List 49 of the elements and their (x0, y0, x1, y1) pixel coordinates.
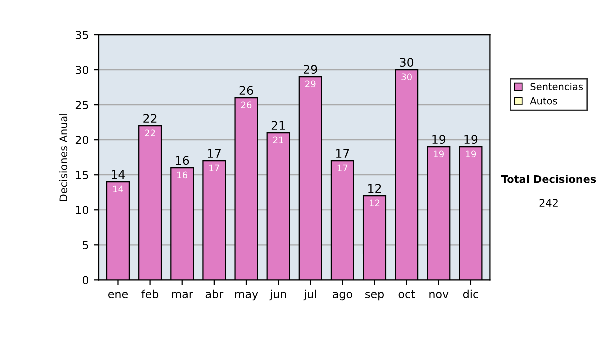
x-tick-label: dic (463, 290, 478, 298)
total-label: 30 (400, 58, 414, 68)
legend-label: Sentencias (530, 82, 584, 91)
total-label: 19 (432, 135, 446, 144)
x-tick-label: oct (398, 290, 416, 298)
y-tick-label: 10 (76, 206, 89, 214)
data-label: 17 (338, 164, 348, 172)
text: Total Decisiones (501, 175, 596, 184)
y-tick-label: 0 (82, 276, 89, 285)
data-label: 30 (402, 74, 412, 81)
total-label: 17 (336, 149, 350, 158)
legend-label: Autos (530, 98, 558, 105)
y-tick-label: 5 (83, 241, 88, 250)
data-label: 22 (145, 130, 156, 136)
data-label: 16 (178, 172, 188, 179)
x-tick-label: ago (333, 292, 352, 301)
y-tick-label: 30 (76, 66, 89, 74)
x-tick-label: jul (304, 290, 316, 301)
x-tick-label: abr (206, 290, 224, 298)
x-tick-label: mar (172, 292, 194, 298)
total-label: 26 (240, 86, 254, 96)
y-tick-label: 25 (76, 101, 88, 110)
data-label: 21 (273, 136, 284, 144)
data-label: 29 (306, 80, 316, 88)
data-label: 12 (370, 200, 380, 206)
y-axis-title: Decisiones Anual (60, 114, 68, 202)
total-label: 17 (208, 149, 221, 158)
y-tick-label: 20 (76, 136, 89, 144)
text: 242 (540, 199, 558, 207)
x-tick-label: may (235, 292, 258, 301)
data-label: 26 (241, 102, 252, 109)
data-label: 19 (466, 150, 476, 158)
total-label: 19 (464, 135, 478, 144)
total-label: 16 (176, 156, 190, 166)
data-label: 17 (210, 164, 220, 172)
total-label: 22 (144, 114, 157, 123)
x-tick-label: feb (142, 290, 159, 298)
x-tick-label: jun (270, 290, 286, 301)
x-tick-label: nov (430, 292, 449, 298)
total-label: 12 (368, 184, 382, 193)
total-label: 14 (112, 170, 126, 179)
x-tick-label: sep (366, 292, 384, 301)
total-label: 29 (304, 65, 318, 74)
data-label: 14 (113, 186, 124, 192)
y-tick-label: 15 (76, 171, 88, 180)
y-tick-label: 35 (76, 30, 88, 40)
total-label: 21 (272, 121, 285, 130)
data-label: 19 (434, 150, 444, 158)
x-tick-label: ene (108, 292, 128, 298)
